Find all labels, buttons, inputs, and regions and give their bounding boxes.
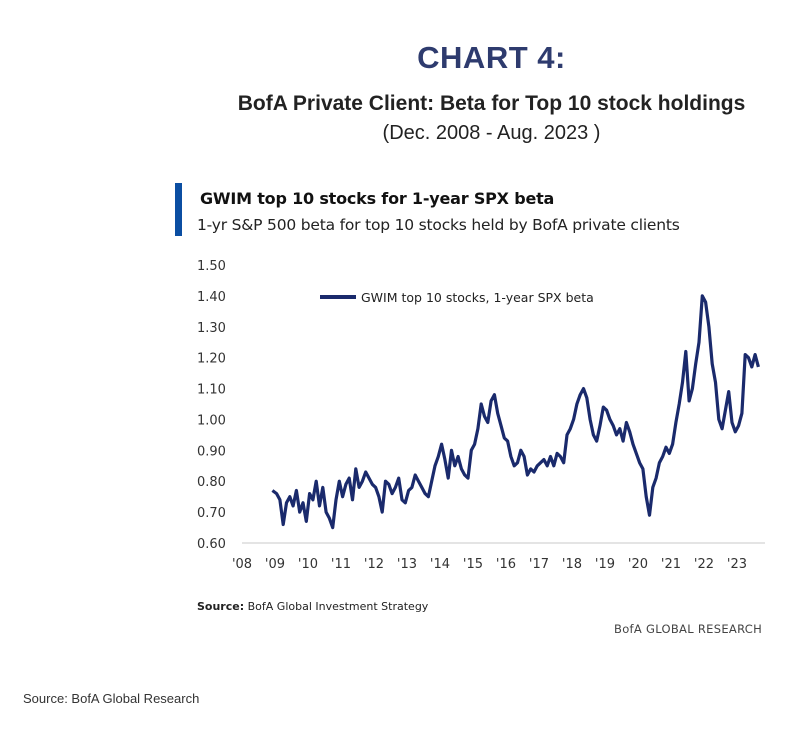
panel-accent-bar <box>175 183 182 236</box>
chart-legend: GWIM top 10 stocks, 1-year SPX beta <box>320 290 594 305</box>
source-text: BofA Global Investment Strategy <box>247 600 429 613</box>
y-tick-label: 1.00 <box>197 413 226 428</box>
chart-date-range: (Dec. 2008 - Aug. 2023 ) <box>382 122 601 144</box>
x-tick-label: '19 <box>595 557 615 572</box>
panel-subtitle: 1-yr S&P 500 beta for top 10 stocks held… <box>197 216 680 234</box>
x-tick-label: '09 <box>265 557 285 572</box>
y-tick-label: 0.90 <box>197 444 226 459</box>
x-axis: '08 '09 '10 '11 '12 '13 '14 '15 '16 '17 '18 '19 '20 '… <box>232 557 747 572</box>
x-tick-label: '18 <box>562 557 582 572</box>
x-tick-label: '11 <box>331 557 351 572</box>
y-tick-label: 1.30 <box>197 321 226 336</box>
y-tick-label: 0.80 <box>197 475 226 490</box>
x-tick-label: '21 <box>661 557 681 572</box>
research-tag: BofA GLOBAL RESEARCH <box>614 622 763 636</box>
x-tick-label: '08 <box>232 557 252 572</box>
panel-title: GWIM top 10 stocks for 1-year SPX beta <box>200 189 555 208</box>
x-tick-label: '20 <box>628 557 648 572</box>
x-tick-label: '14 <box>430 557 450 572</box>
x-tick-label: '17 <box>529 557 549 572</box>
y-axis: 0.60 0.70 0.80 0.90 1.00 1.10 1.20 1.30 1.40 1.50 <box>197 259 226 552</box>
x-tick-label: '12 <box>364 557 384 572</box>
y-tick-label: 1.20 <box>197 352 226 367</box>
series-line <box>271 294 760 530</box>
x-tick-label: '23 <box>727 557 747 572</box>
y-tick-label: 1.40 <box>197 290 226 305</box>
source-label: Source: <box>197 600 245 613</box>
chart-title: BofA Private Client: Beta for Top 10 sto… <box>237 92 746 115</box>
x-tick-label: '10 <box>298 557 318 572</box>
x-tick-label: '22 <box>694 557 714 572</box>
x-tick-label: '16 <box>496 557 516 572</box>
y-tick-label: 0.60 <box>197 537 226 552</box>
y-tick-label: 0.70 <box>197 506 226 521</box>
y-tick-label: 1.50 <box>197 259 226 274</box>
legend-label: GWIM top 10 stocks, 1-year SPX beta <box>361 290 594 305</box>
page-source-note: Source: BofA Global Research <box>23 691 200 706</box>
chart-heading: CHART 4: <box>417 40 566 75</box>
chart-source-note: Source: BofA Global Investment Strategy <box>197 600 428 613</box>
x-tick-label: '15 <box>463 557 483 572</box>
x-tick-label: '13 <box>397 557 417 572</box>
y-tick-label: 1.10 <box>197 383 226 398</box>
